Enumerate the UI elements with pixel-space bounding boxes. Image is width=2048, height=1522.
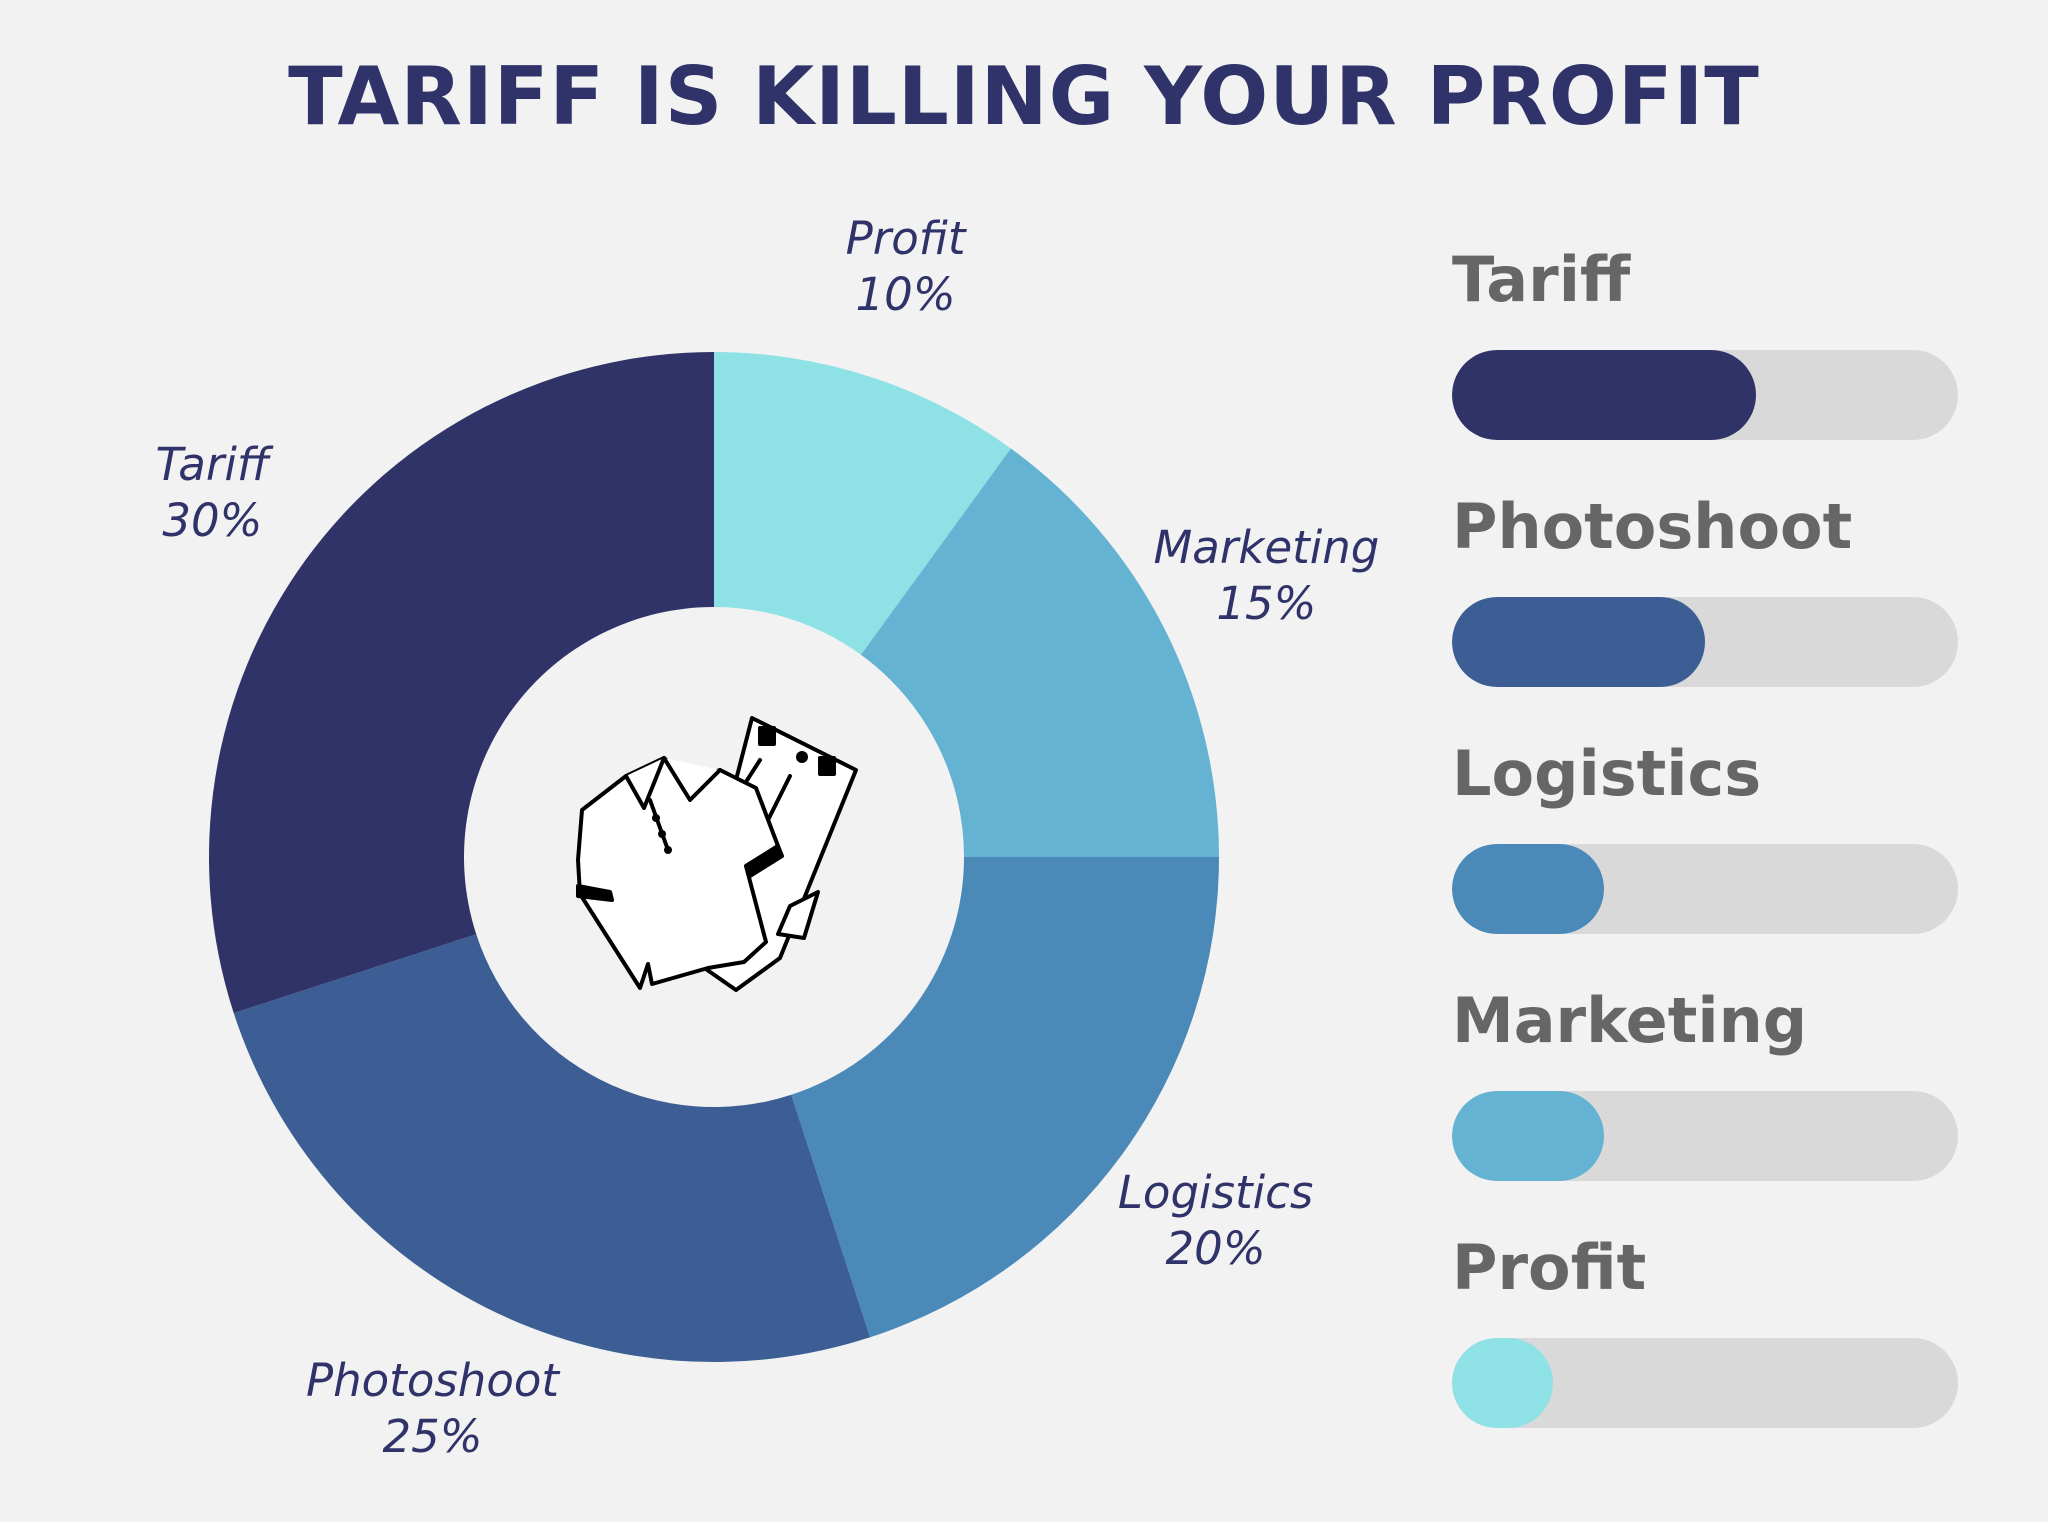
bar-fill-marketing (1452, 1091, 1604, 1181)
bar-label-photoshoot: Photoshoot (1452, 490, 1853, 563)
bar-label-marketing: Marketing (1452, 984, 1808, 1057)
slice-label-photoshoot: Photoshoot 25% (306, 1353, 559, 1465)
bar-fill-tariff (1452, 350, 1756, 440)
bar-label-profit: Profit (1452, 1231, 1647, 1304)
slice-label-marketing: Marketing 15% (1153, 520, 1379, 632)
bar-fill-logistics (1452, 844, 1604, 934)
slice-label-tariff: Tariff 30% (155, 437, 269, 549)
bar-track-profit (1452, 1338, 1958, 1428)
donut-slice-profit (714, 352, 1011, 655)
bar-row-profit: Profit (1452, 1228, 1958, 1428)
bar-track-tariff (1452, 350, 1958, 440)
donut-slice-marketing (860, 448, 1219, 857)
slice-label-value: 10% (855, 268, 956, 322)
bar-track-photoshoot (1452, 597, 1958, 687)
bar-label-logistics: Logistics (1452, 737, 1762, 810)
slice-label-value: 30% (162, 493, 263, 547)
slice-label-name: Marketing (1153, 520, 1380, 574)
bar-row-logistics: Logistics (1452, 734, 1958, 934)
slice-label-profit: Profit 10% (846, 211, 966, 323)
clothing-icon (576, 716, 858, 992)
slice-label-logistics: Logistics 20% (1118, 1165, 1313, 1277)
bar-fill-photoshoot (1452, 597, 1705, 687)
bar-label-tariff: Tariff (1452, 243, 1631, 316)
bar-row-photoshoot: Photoshoot (1452, 487, 1958, 687)
slice-label-value: 20% (1165, 1222, 1266, 1276)
bar-fill-profit (1452, 1338, 1554, 1428)
slice-label-name: Logistics (1117, 1166, 1314, 1220)
chart-title: TARIFF IS KILLING YOUR PROFIT (288, 50, 1760, 143)
slice-label-name: Photoshoot (305, 1354, 560, 1408)
slice-label-value: 15% (1216, 576, 1317, 630)
donut-slice-logistics (791, 857, 1219, 1338)
bar-track-logistics (1452, 844, 1958, 934)
donut-slice-photoshoot (233, 934, 871, 1362)
slice-label-name: Profit (845, 212, 966, 266)
bar-row-tariff: Tariff (1452, 240, 1958, 440)
bar-track-marketing (1452, 1091, 1958, 1181)
slice-label-value: 25% (382, 1410, 483, 1464)
bar-row-marketing: Marketing (1452, 981, 1958, 1181)
slice-label-name: Tariff (155, 437, 270, 491)
donut-slice-tariff (208, 352, 714, 1014)
